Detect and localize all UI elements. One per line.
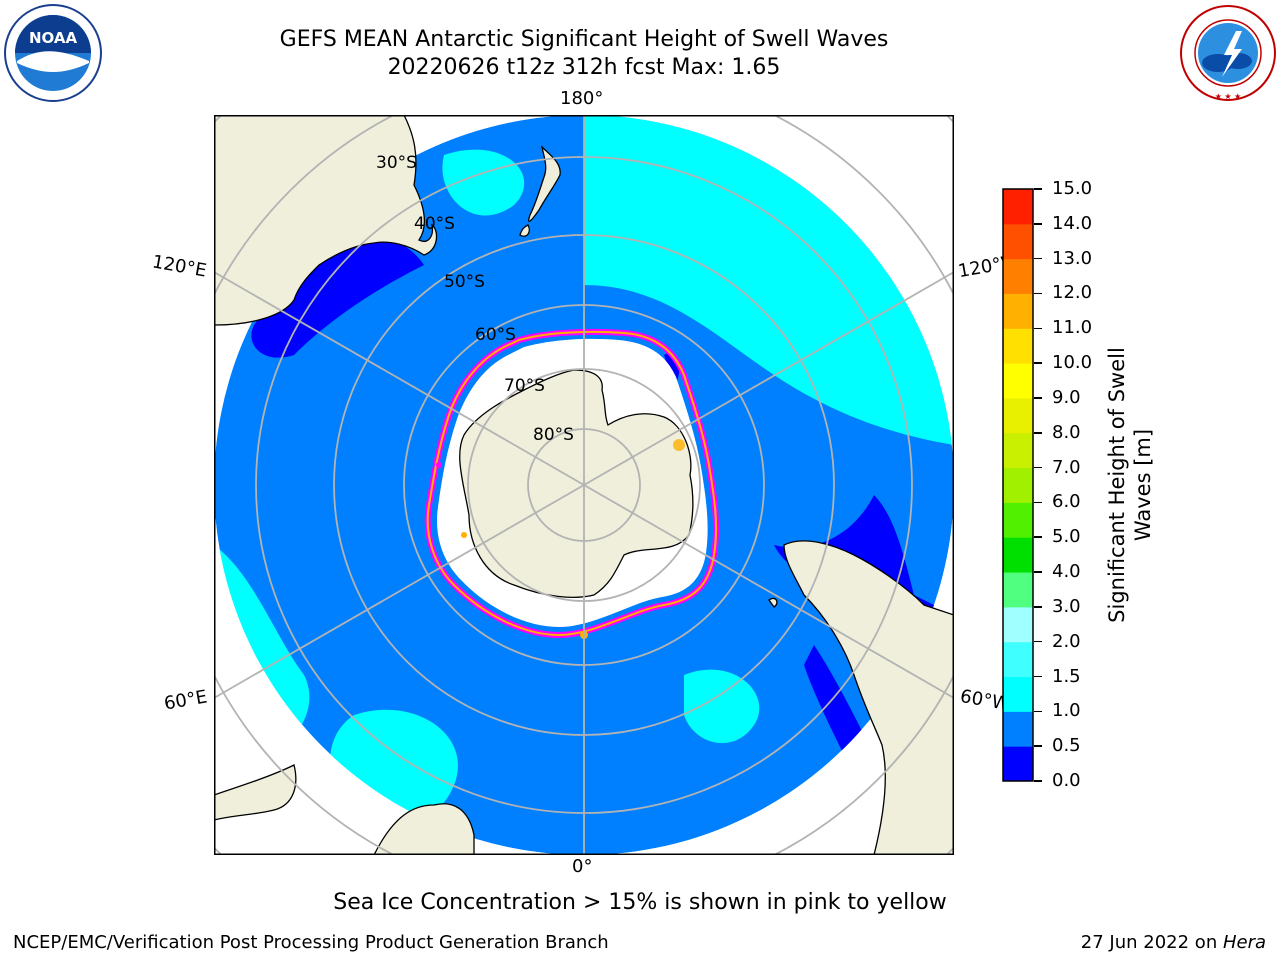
nws-logo: ★ ★ ★	[1180, 5, 1276, 101]
lat-label-80s: 80°S	[533, 425, 574, 445]
colorbar-band	[1003, 606, 1033, 643]
colorbar-tick-label: 5.0	[1052, 526, 1081, 548]
lat-label-30s: 30°S	[376, 153, 417, 173]
colorbar-tick-mark	[1034, 257, 1042, 260]
colorbar-band	[1003, 746, 1033, 782]
colorbar-band	[1003, 258, 1033, 294]
colorbar-tick-label: 9.0	[1052, 386, 1081, 408]
colorbar-tick-mark	[1034, 710, 1042, 713]
colorbar-tick-label: 3.0	[1052, 595, 1081, 617]
lat-label-40s: 40°S	[414, 214, 455, 234]
colorbar-tick-mark	[1034, 223, 1042, 225]
colorbar-band	[1003, 572, 1033, 608]
colorbar-tick-label: 10.0	[1052, 352, 1093, 374]
colorbar-tick-label: 8.0	[1052, 421, 1081, 443]
colorbar-band	[1003, 363, 1033, 399]
colorbar-tick-label: 4.0	[1052, 561, 1081, 583]
colorbar-tick-mark	[1034, 640, 1042, 643]
colorbar-band	[1003, 641, 1033, 678]
colorbar-tick-mark	[1034, 745, 1042, 747]
colorbar-tick-mark	[1034, 432, 1042, 434]
footer-date: 27 Jun 2022 on	[1080, 932, 1223, 953]
footer-left: NCEP/EMC/Verification Post Processing Pr…	[13, 932, 609, 953]
colorbar-tick-mark	[1034, 780, 1042, 782]
caption: Sea Ice Concentration > 15% is shown in …	[333, 890, 947, 915]
colorbar-band	[1003, 467, 1033, 503]
colorbar-tick-mark	[1034, 675, 1042, 678]
colorbar-tick-mark	[1034, 466, 1042, 469]
noaa-logo: NOAA	[4, 4, 102, 102]
colorbar-band	[1003, 502, 1033, 538]
map-frame	[214, 115, 954, 855]
colorbar-tick-label: 11.0	[1052, 317, 1093, 339]
colorbar-band	[1003, 711, 1033, 747]
colorbar-band	[1003, 223, 1033, 260]
colorbar	[1002, 188, 1034, 782]
colorbar-tick-label: 14.0	[1052, 212, 1093, 234]
colorbar-tick-mark	[1034, 362, 1042, 364]
colorbar-tick-mark	[1034, 327, 1042, 330]
colorbar-band	[1003, 189, 1033, 225]
chart-title: GEFS MEAN Antarctic Significant Height o…	[279, 27, 889, 52]
colorbar-band	[1003, 432, 1033, 469]
footer-machine: Hera	[1222, 932, 1266, 953]
colorbar-band	[1003, 537, 1033, 573]
colorbar-band	[1003, 397, 1033, 434]
colorbar-tick-label: 0.0	[1052, 770, 1081, 791]
lon-label-120e: 120°E	[150, 251, 209, 282]
colorbar-band	[1003, 676, 1033, 712]
colorbar-tick-mark	[1034, 536, 1042, 538]
footer-right: 27 Jun 2022 on Hera	[1081, 932, 1266, 953]
colorbar-tick-label: 6.0	[1052, 491, 1081, 513]
colorbar-tick-label: 1.5	[1052, 665, 1081, 687]
svg-text:★ ★ ★: ★ ★ ★	[1215, 92, 1242, 101]
colorbar-label: Significant Height of Swell Waves [m]	[1105, 347, 1155, 623]
colorbar-tick-mark	[1034, 292, 1042, 295]
lon-label-0: 0°	[572, 856, 593, 877]
colorbar-tick-mark	[1034, 501, 1042, 504]
colorbar-tick-label: 1.0	[1052, 700, 1081, 722]
colorbar-tick-label: 13.0	[1052, 247, 1093, 269]
colorbar-tick-mark	[1034, 397, 1042, 399]
polar-map: 30°S 40°S 50°S 60°S 70°S 80°S	[214, 115, 954, 855]
noaa-logo-text: NOAA	[29, 29, 78, 47]
colorbar-tick-label: 2.0	[1052, 630, 1081, 652]
colorbar-tick-label: 7.0	[1052, 456, 1081, 478]
lat-label-70s: 70°S	[504, 376, 545, 396]
colorbar-band	[1003, 328, 1033, 364]
colorbar-band	[1003, 293, 1033, 329]
colorbar-tick-mark	[1034, 188, 1042, 190]
lon-label-60e: 60°E	[162, 686, 209, 715]
lon-label-180: 180°	[560, 88, 604, 109]
colorbar-tick-mark	[1034, 606, 1042, 608]
colorbar-tick-mark	[1034, 571, 1042, 573]
chart-subtitle: 20220626 t12z 312h fcst Max: 1.65	[387, 55, 781, 80]
colorbar-tick-label: 0.5	[1052, 735, 1081, 757]
lat-label-50s: 50°S	[444, 272, 485, 292]
sea-ice	[424, 328, 720, 639]
lat-label-60s: 60°S	[475, 325, 516, 345]
graticule	[214, 115, 954, 855]
colorbar-tick-label: 12.0	[1052, 282, 1093, 304]
colorbar-tick-label: 15.0	[1052, 178, 1093, 199]
